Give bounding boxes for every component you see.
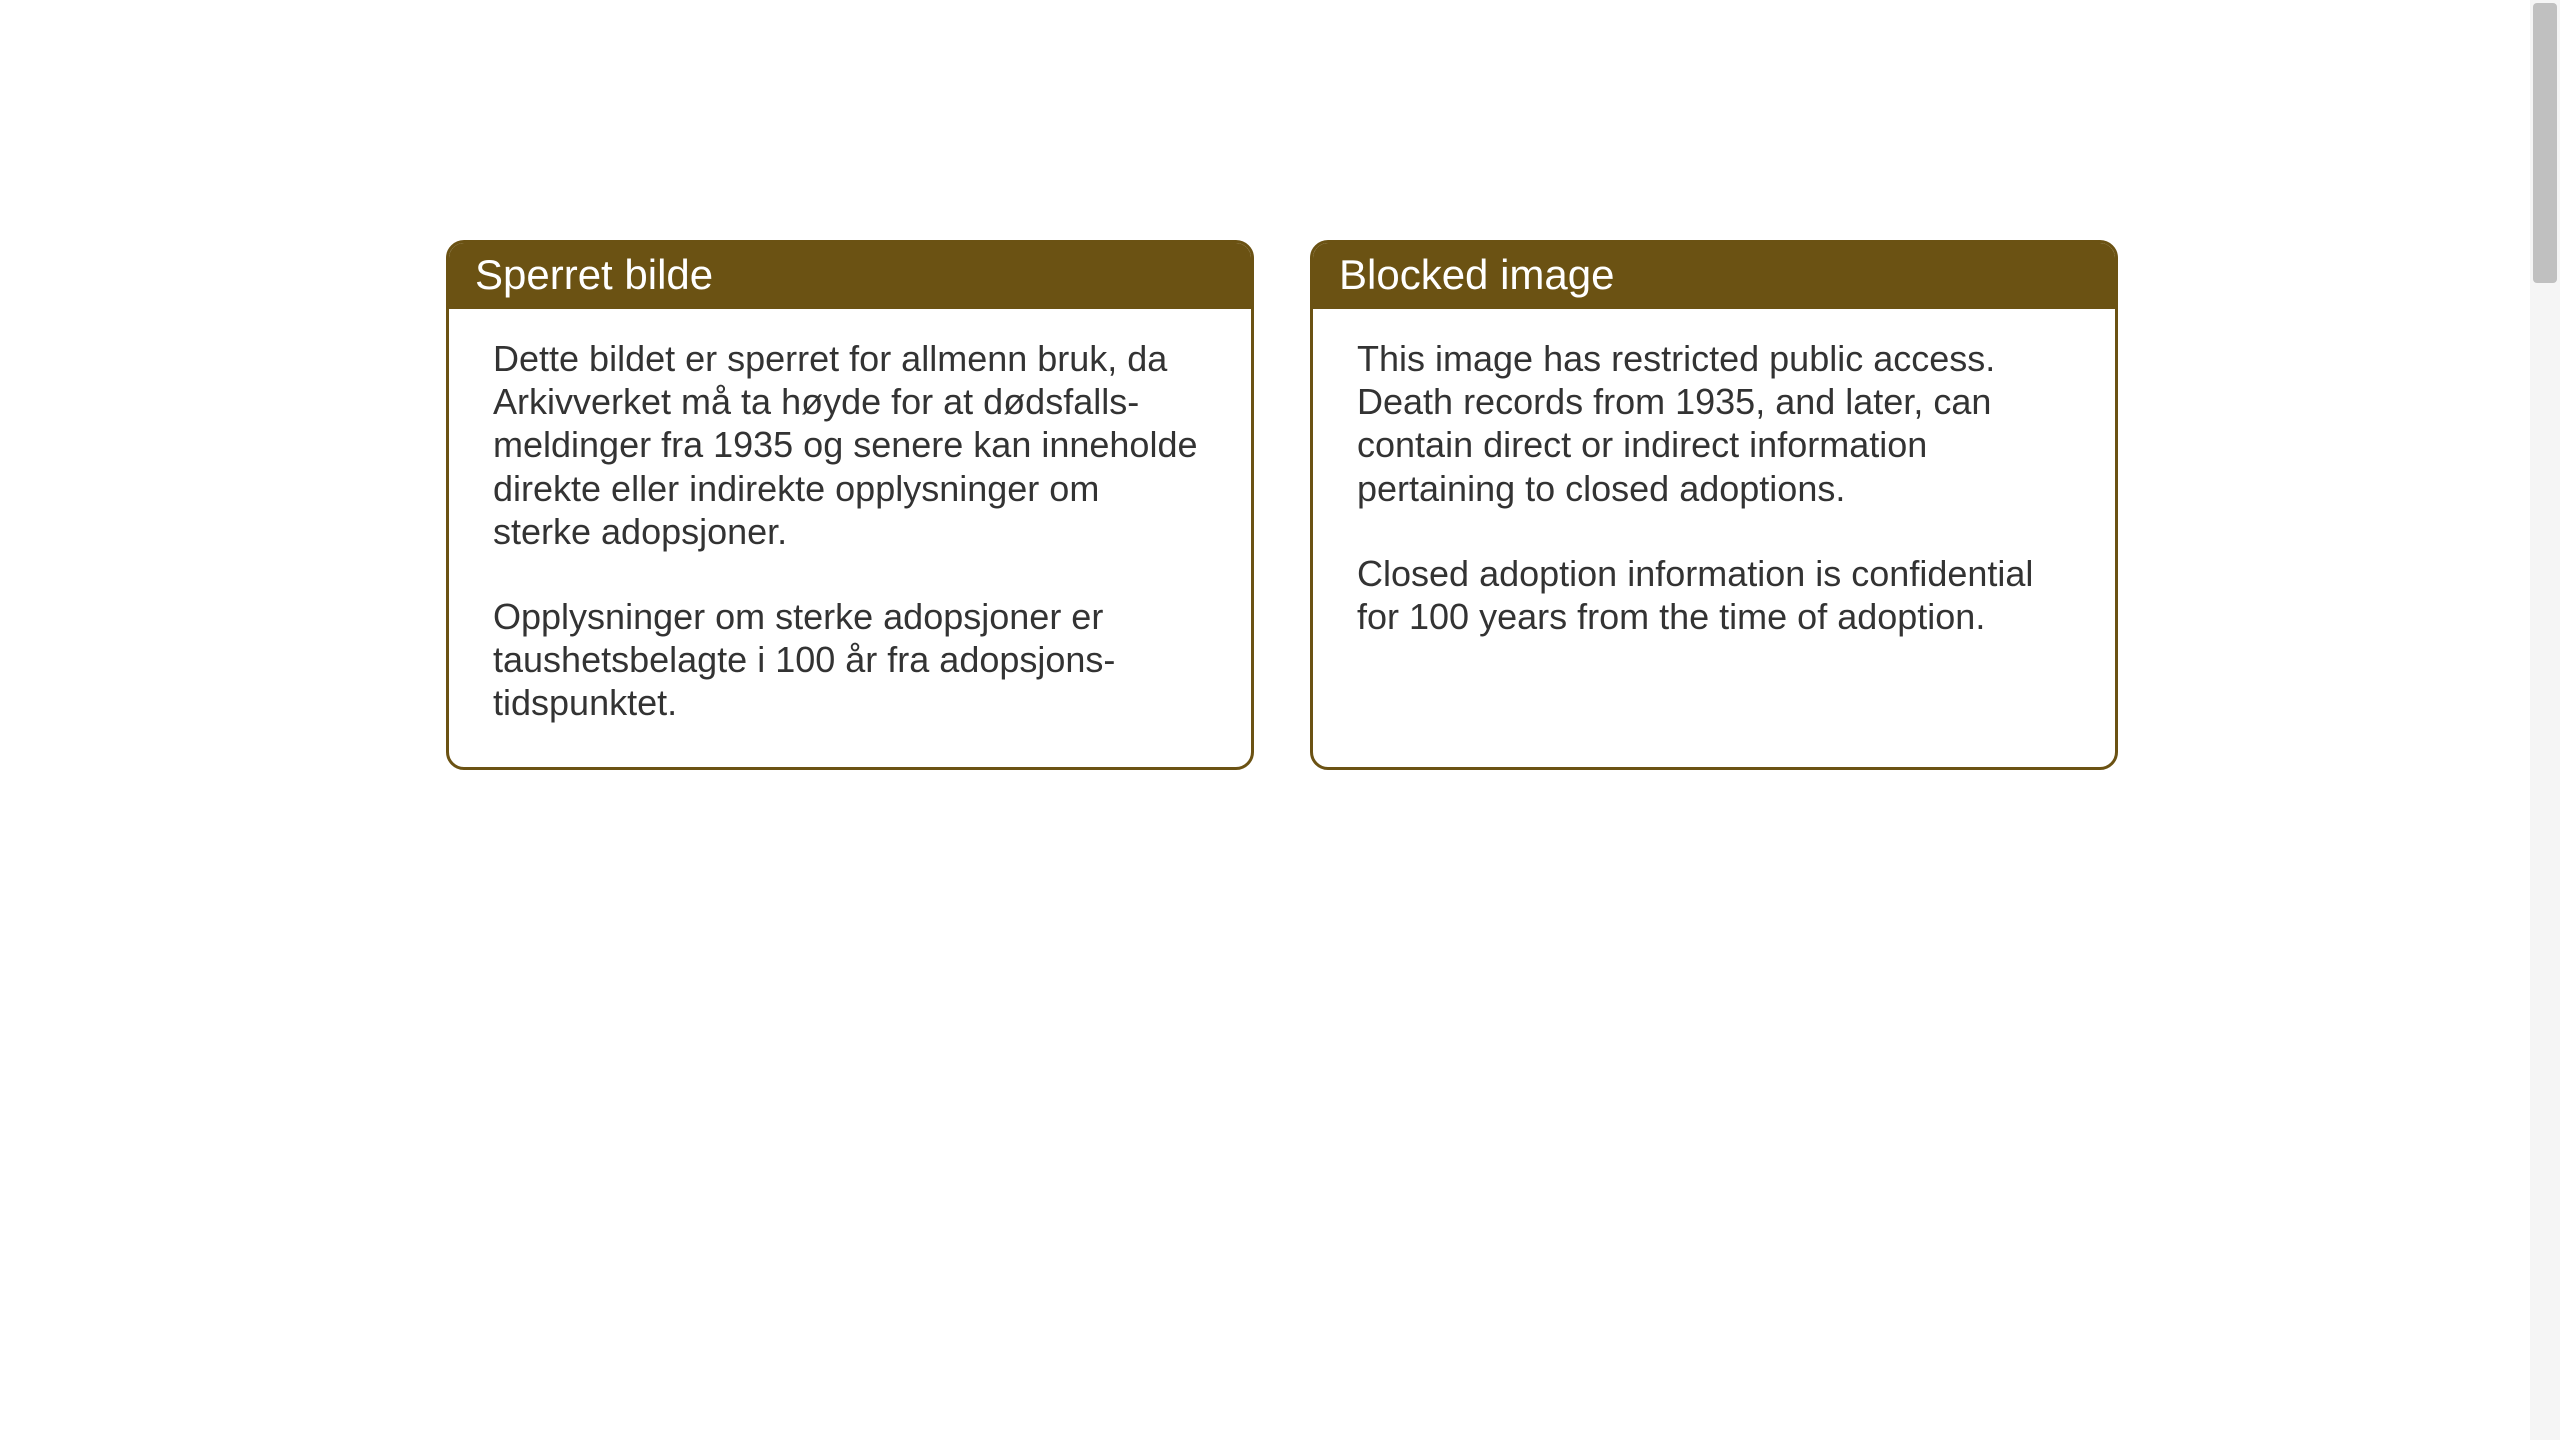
card-paragraph-norwegian-1: Dette bildet er sperret for allmenn bruk… — [493, 337, 1207, 553]
card-body-english: This image has restricted public access.… — [1313, 309, 2115, 680]
notice-cards-container: Sperret bilde Dette bildet er sperret fo… — [446, 240, 2118, 770]
card-header-english: Blocked image — [1313, 243, 2115, 309]
scrollbar-track[interactable] — [2530, 0, 2560, 1440]
card-paragraph-english-2: Closed adoption information is confident… — [1357, 552, 2071, 638]
scrollbar-thumb[interactable] — [2533, 3, 2557, 283]
notice-card-english: Blocked image This image has restricted … — [1310, 240, 2118, 770]
card-title-norwegian: Sperret bilde — [475, 251, 713, 298]
card-header-norwegian: Sperret bilde — [449, 243, 1251, 309]
card-paragraph-norwegian-2: Opplysninger om sterke adopsjoner er tau… — [493, 595, 1207, 725]
card-body-norwegian: Dette bildet er sperret for allmenn bruk… — [449, 309, 1251, 767]
notice-card-norwegian: Sperret bilde Dette bildet er sperret fo… — [446, 240, 1254, 770]
card-title-english: Blocked image — [1339, 251, 1614, 298]
card-paragraph-english-1: This image has restricted public access.… — [1357, 337, 2071, 510]
